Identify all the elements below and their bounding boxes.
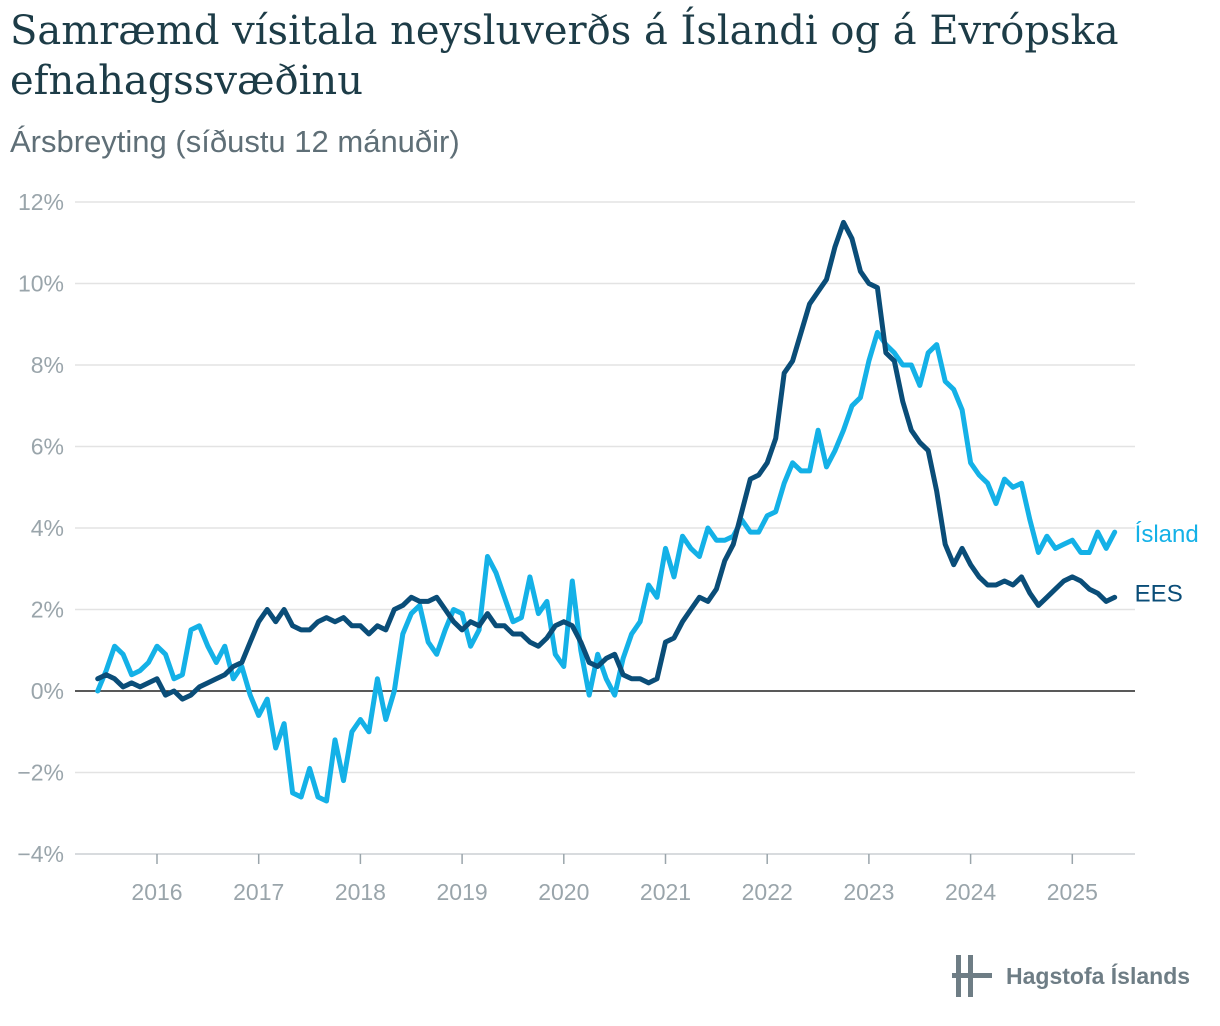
y-tick-label: 12% (18, 189, 64, 215)
x-tick-label: 2023 (843, 879, 894, 905)
x-tick-label: 2019 (437, 879, 488, 905)
y-tick-label: 10% (18, 271, 64, 297)
brand-logo: Hagstofa Íslands (952, 955, 1190, 997)
y-tick-label: 2% (31, 597, 64, 623)
x-tick-label: 2018 (335, 879, 386, 905)
x-tick-label: 2016 (131, 879, 182, 905)
y-tick-label: 4% (31, 515, 64, 541)
series-line-island (95, 329, 1118, 804)
y-tick-label: 0% (31, 678, 64, 704)
series-label-ees: EES (1135, 580, 1183, 607)
y-tick-label: 6% (31, 434, 64, 460)
x-tick-label: 2022 (742, 879, 793, 905)
x-tick-label: 2020 (538, 879, 589, 905)
x-tick-label: 2021 (640, 879, 691, 905)
x-tick-label: 2024 (945, 879, 996, 905)
x-tick-label: 2017 (233, 879, 284, 905)
series-line-ees (95, 219, 1118, 702)
series-label-island: Ísland (1135, 521, 1199, 548)
chart-title: Samræmd vísitala neysluverðs á Íslandi o… (10, 8, 1119, 104)
y-tick-label: −2% (17, 760, 64, 786)
chart-subtitle: Ársbreyting (síðustu 12 mánuðir) (10, 124, 460, 159)
brand-name: Hagstofa Íslands (1006, 962, 1191, 989)
hagstofa-logo-icon (952, 955, 992, 997)
y-tick-label: 8% (31, 352, 64, 378)
x-tick-label: 2025 (1047, 879, 1098, 905)
y-tick-label: −4% (17, 841, 64, 867)
